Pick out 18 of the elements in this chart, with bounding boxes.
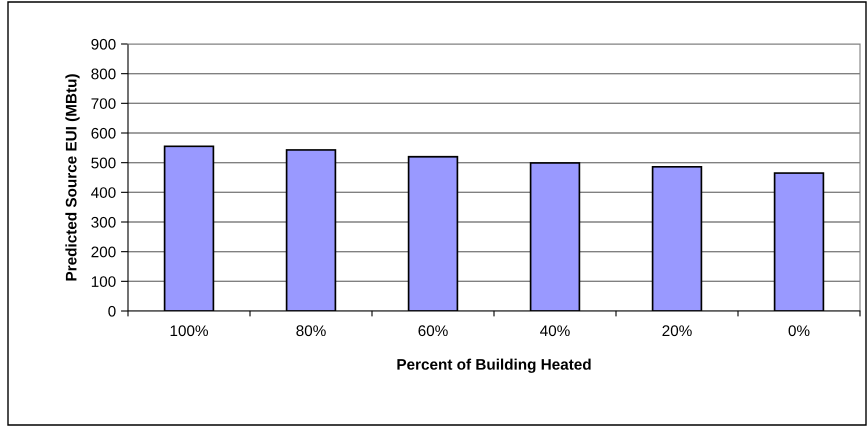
x-tick-label: 60% [418,325,448,336]
y-tick-label: 0 [108,306,116,317]
x-tick-label: 100% [170,325,208,336]
y-tick-label: 100 [92,276,116,288]
y-tick-label: 900 [91,38,116,50]
y-tick-label: 400 [91,187,116,198]
x-tick-label: 0% [788,325,810,336]
x-tick-label: 80% [296,325,326,336]
y-tick-label: 700 [91,98,116,110]
y-tick-label: 200 [91,246,116,258]
y-tick-label: 600 [91,128,116,139]
y-tick-label: 500 [91,158,116,168]
y-tick-label: 300 [91,216,116,228]
y-tick-label: 800 [91,68,116,80]
x-tick-label: 20% [662,325,692,336]
x-axis-title: Percent of Building Heated [397,358,591,373]
y-axis-title: Predicted Source EUI (MBtu) [65,74,80,280]
x-tick-label: 40% [540,325,570,336]
